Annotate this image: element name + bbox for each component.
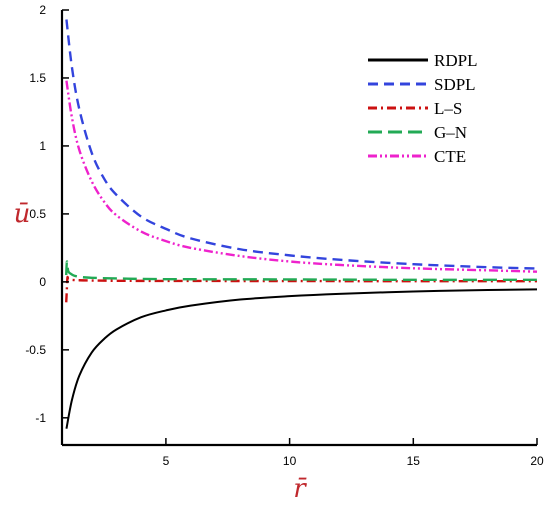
y-tick-label: 1 bbox=[39, 139, 46, 153]
x-tick-label: 20 bbox=[530, 454, 544, 468]
series-line-cte bbox=[65, 80, 538, 273]
y-tick-label: 1.5 bbox=[29, 71, 46, 85]
axes bbox=[60, 10, 537, 447]
legend-label: L–S bbox=[434, 99, 462, 118]
x-ticks: 5 10 15 20 bbox=[163, 438, 544, 468]
y-tick-label: 0 bbox=[39, 275, 46, 289]
series-line-l-s bbox=[65, 275, 538, 303]
x-tick-label: 10 bbox=[283, 454, 297, 468]
x-tick-label: 15 bbox=[407, 454, 421, 468]
series-line-g-n bbox=[65, 260, 538, 282]
y-tick-label: 0.5 bbox=[29, 207, 46, 221]
legend-label: CTE bbox=[434, 147, 466, 166]
y-axis-label: ū bbox=[14, 199, 31, 229]
series-line-rdpl bbox=[65, 288, 538, 429]
y-tick-label: -1 bbox=[35, 411, 46, 425]
y-ticks: -1 -0.5 0 0.5 1 1.5 2 bbox=[25, 3, 69, 425]
y-tick-label: -0.5 bbox=[25, 343, 46, 357]
legend-label: G–N bbox=[434, 123, 467, 142]
legend-label: RDPL bbox=[434, 51, 477, 70]
series-line-sdpl bbox=[65, 19, 538, 270]
series-layer bbox=[65, 19, 538, 429]
x-tick-label: 5 bbox=[163, 454, 170, 468]
x-axis-label: r̄ bbox=[293, 474, 307, 504]
legend-label: SDPL bbox=[434, 75, 476, 94]
legend: RDPL SDPL L–S G–N CTE bbox=[368, 51, 477, 166]
y-tick-label: 2 bbox=[39, 3, 46, 17]
